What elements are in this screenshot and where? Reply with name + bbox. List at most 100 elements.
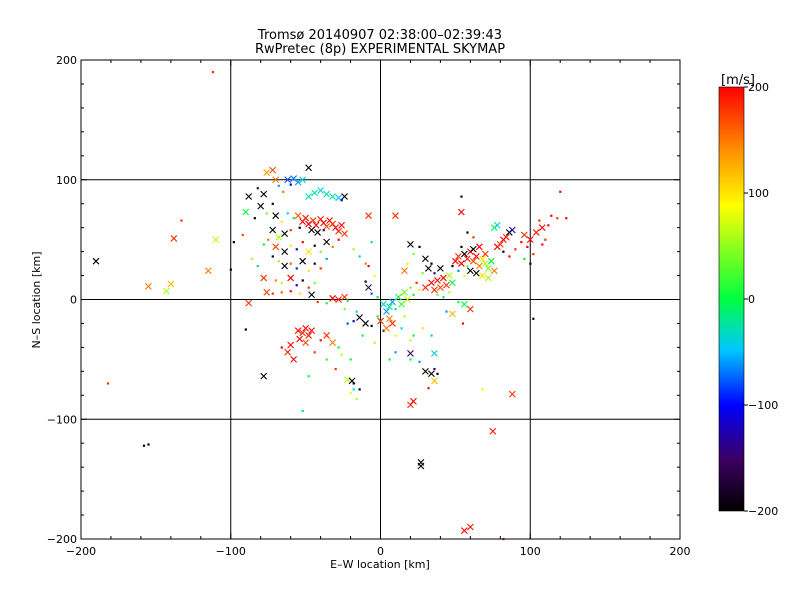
data-point-cross [329,294,336,302]
data-point-dot [412,252,415,256]
data-point-cross [308,327,316,335]
data-point-dot [376,315,379,318]
data-point-dot [388,358,391,361]
data-point-dot [307,286,310,289]
data-point-dot [463,274,466,277]
data-point-cross [260,274,268,282]
data-point-dot [295,284,298,287]
data-point-cross [460,300,468,308]
data-point-cross [466,267,474,275]
colorbar-tick-label: 100 [748,187,769,200]
data-point-cross [348,377,356,385]
data-point-cross [170,235,178,242]
data-point-cross [245,193,253,200]
data-point-dot [346,299,349,302]
data-point-cross [329,339,336,346]
colorbar-tick-label: 200 [748,81,769,94]
data-point-dot [280,291,283,294]
data-point-dot [394,351,397,354]
data-point-dot [250,257,253,260]
data-point-cross [401,288,408,296]
data-point-dot [364,280,367,283]
data-point-dot [352,248,355,251]
chart-title: Tromsø 20140907 02:38:00–02:39:43 [257,28,502,43]
data-point-cross [389,320,396,327]
data-point-dot [376,296,379,299]
data-point-cross [410,397,417,405]
data-point-cross [144,282,152,290]
data-point-cross [260,190,268,198]
data-point-dot [361,334,364,337]
data-point-cross [502,233,510,241]
data-point-cross [296,335,304,343]
data-point-dot [244,328,247,331]
data-point-cross [323,223,330,230]
x-tick-label: −200 [66,545,96,558]
data-point-dot [370,292,373,295]
data-point-cross [308,291,316,299]
data-point-dot [370,241,373,244]
data-point-dot [415,281,418,284]
data-point-dot [325,302,328,305]
data-point-cross [489,427,497,435]
data-point-cross [434,276,441,284]
data-point-dot [409,286,412,289]
data-point-cross [469,257,477,265]
data-point-dot [289,183,292,186]
data-point-cross [389,298,396,306]
data-point-cross [260,372,268,380]
data-point-cross [383,308,390,315]
data-point-cross [311,189,318,197]
data-point-dot [241,233,244,237]
data-point-dot [358,255,361,258]
data-point-dot [421,272,424,275]
data-point-dot [280,346,283,349]
data-point-cross [272,176,280,184]
data-point-cross [284,176,292,184]
data-point-cross [299,329,307,337]
data-point-dot [325,257,328,260]
data-point-cross [299,176,307,184]
data-point-cross [437,284,444,291]
x-tick-label: 100 [520,545,541,558]
data-point-cross [538,224,546,232]
data-point-cross [469,245,477,253]
data-point-dot [289,244,292,247]
data-point-dot [481,388,484,391]
data-point-cross [383,324,390,332]
data-point-dot [367,264,370,268]
data-point-dot [373,274,376,277]
data-point-dot [502,250,505,253]
x-axis-label: E–W location [km] [330,558,430,571]
data-point-cross [493,221,501,229]
data-point-cross [305,193,313,200]
data-point-dot [313,244,316,247]
data-point-cross [428,279,435,287]
data-point-cross [484,274,492,282]
data-point-cross [425,264,432,272]
data-point-cross [478,272,486,279]
data-point-dot [289,290,292,293]
data-point-cross [305,248,313,255]
data-point-cross [323,238,330,246]
data-point-cross [443,281,450,289]
data-point-cross [275,233,283,241]
data-point-cross [508,226,516,234]
data-point-cross [520,231,528,239]
data-point-cross [392,212,399,220]
data-point-cross [380,300,387,308]
y-axis-ticks: −200 −100 0 100 200 [47,54,680,546]
data-point-dot [409,339,412,342]
data-point-dot [508,255,511,258]
data-point-cross [532,229,540,236]
data-point-cross [475,262,483,270]
data-point-dot [286,212,289,215]
y-axis-label: N–S location [km] [30,251,43,348]
data-point-cross [204,267,212,275]
data-point-dot [355,310,358,313]
data-point-cross [463,255,471,263]
data-point-dot [349,358,352,361]
data-point-dot [460,195,463,198]
data-point-dot [211,70,214,74]
